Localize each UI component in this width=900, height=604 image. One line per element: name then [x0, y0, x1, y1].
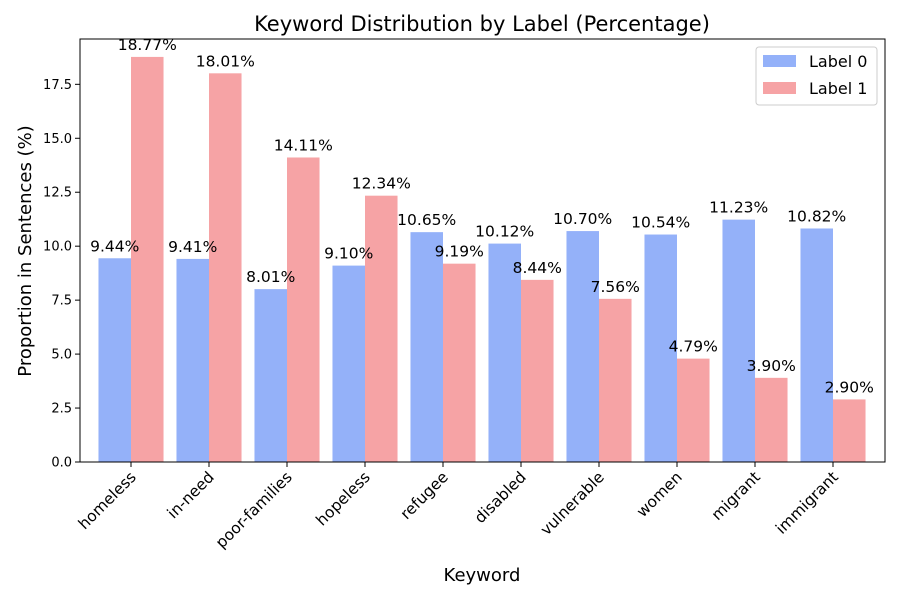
data-label: 10.54%	[631, 214, 690, 232]
data-label: 7.56%	[591, 278, 640, 296]
data-label: 8.01%	[246, 268, 295, 286]
y-tick-label: 12.5	[43, 186, 72, 201]
bar-label-1-refugee	[443, 263, 476, 462]
data-label: 11.23%	[709, 199, 768, 217]
legend-swatch	[763, 82, 796, 94]
y-tick-label: 15.0	[43, 132, 72, 147]
data-label: 9.41%	[168, 238, 217, 256]
bar-label-1-in-need	[209, 73, 242, 463]
data-label: 12.34%	[352, 175, 411, 193]
y-tick-label: 0.0	[51, 456, 72, 471]
bar-label-1-hopeless	[365, 195, 398, 462]
data-label: 4.79%	[669, 338, 718, 356]
data-label: 18.77%	[118, 36, 177, 54]
bars-group	[98, 56, 866, 463]
x-tick-label: immigrant	[772, 468, 842, 538]
x-tick-label: poor-families	[212, 468, 296, 552]
data-label: 18.01%	[196, 52, 255, 70]
bar-label-1-poor-families	[287, 157, 320, 463]
data-label: 10.65%	[397, 211, 456, 229]
x-tick-label: refugee	[397, 468, 452, 523]
legend-swatch	[763, 55, 796, 67]
bar-label-0-homeless	[98, 258, 131, 462]
data-label: 10.82%	[787, 207, 846, 225]
x-tick-label: hopeless	[313, 468, 374, 529]
bar-label-1-vulnerable	[599, 298, 632, 462]
y-tick-label: 2.5	[51, 402, 72, 417]
bar-label-0-migrant	[722, 219, 755, 462]
bar-label-0-disabled	[488, 243, 521, 462]
x-tick-label: migrant	[708, 468, 764, 524]
bar-label-1-women	[677, 358, 710, 462]
bar-label-0-women	[644, 234, 677, 462]
y-axis: 0.0 2.5 5.0 7.5 10.0 12.5 15.0 17.5	[43, 78, 80, 471]
data-label: 10.12%	[475, 223, 534, 241]
data-label: 10.70%	[553, 210, 612, 228]
x-tick-label: women	[633, 468, 686, 521]
bar-label-1-immigrant	[833, 399, 866, 462]
data-label: 14.11%	[274, 136, 333, 154]
legend: Label 0 Label 1	[755, 46, 878, 106]
data-label: 2.90%	[825, 378, 874, 396]
x-tick-label: vulnerable	[537, 468, 608, 539]
x-tick-label: homeless	[75, 468, 140, 533]
y-tick-label: 10.0	[43, 240, 72, 255]
data-label: 3.90%	[747, 357, 796, 375]
bar-label-1-homeless	[131, 56, 164, 463]
bar-label-0-vulnerable	[566, 231, 599, 462]
legend-label: Label 0	[809, 52, 867, 71]
bar-label-0-refugee	[410, 232, 443, 462]
bar-label-0-in-need	[176, 258, 209, 462]
x-tick-label: in-need	[164, 468, 218, 522]
data-labels-group: 9.44% 18.77% 9.41% 18.01% 8.01% 14.11% 9.10% 12…	[90, 36, 874, 397]
plot-frame	[79, 38, 886, 463]
bar-label-0-poor-families	[254, 289, 287, 462]
y-axis-label: Proportion in Sentences (%)	[15, 125, 36, 376]
bar-label-1-migrant	[755, 377, 788, 462]
bar-label-1-disabled	[521, 279, 554, 462]
y-tick-label: 7.5	[51, 294, 72, 309]
bar-label-0-hopeless	[332, 265, 365, 462]
bar-label-0-immigrant	[800, 228, 833, 462]
y-tick-label: 17.5	[43, 78, 72, 93]
x-tick-label: disabled	[471, 468, 530, 527]
data-label: 8.44%	[513, 259, 562, 277]
data-label: 9.10%	[324, 245, 373, 263]
x-axis-label: Keyword	[444, 565, 521, 586]
data-label: 9.44%	[90, 237, 139, 255]
chart-title: Keyword Distribution by Label (Percentag…	[254, 12, 710, 36]
legend-label: Label 1	[809, 79, 867, 98]
data-label: 9.19%	[435, 243, 484, 261]
y-tick-label: 5.0	[51, 348, 72, 363]
